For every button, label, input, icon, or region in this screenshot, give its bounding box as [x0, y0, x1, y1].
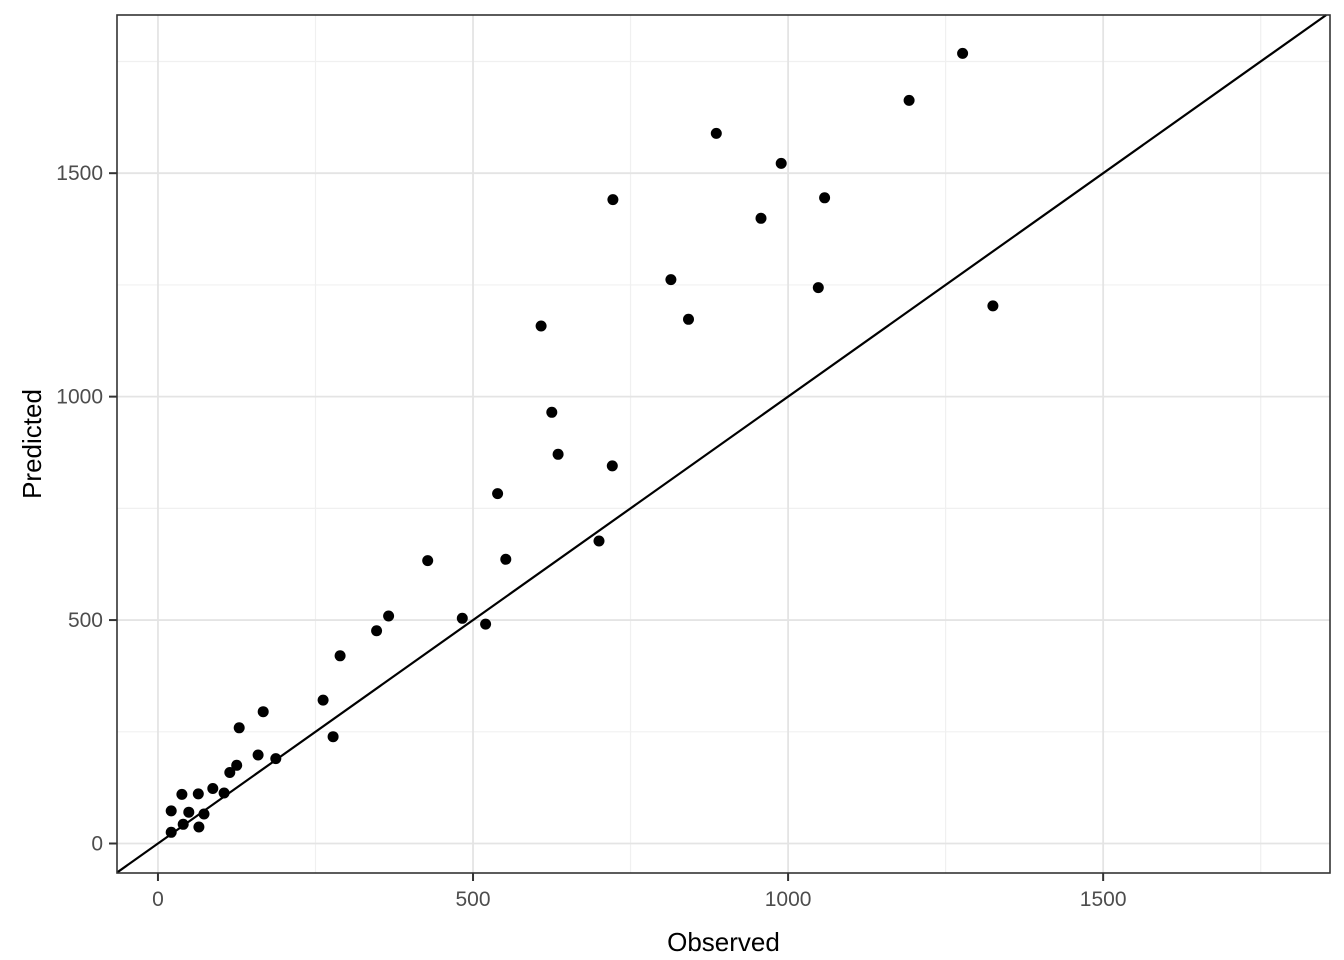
panel-border: [116, 14, 1331, 874]
data-point: [207, 783, 219, 794]
data-point: [606, 460, 618, 472]
data-point: [317, 694, 329, 706]
data-point: [665, 274, 677, 286]
data-point: [198, 808, 210, 820]
data-point: [593, 535, 605, 547]
data-point: [957, 47, 969, 59]
data-point: [233, 722, 245, 734]
data-point: [987, 300, 999, 312]
data-point: [334, 650, 346, 662]
data-point: [192, 788, 204, 800]
data-point: [903, 94, 915, 106]
data-point: [456, 612, 468, 624]
data-point: [422, 555, 434, 567]
data-point: [819, 192, 831, 204]
data-point: [176, 788, 188, 800]
data-point: [775, 157, 787, 169]
data-point: [683, 313, 694, 325]
data-point: [552, 448, 564, 460]
data-point: [371, 625, 383, 637]
y-tick-label: 0: [91, 833, 103, 856]
data-point: [492, 488, 504, 500]
x-tick-label: 500: [455, 888, 490, 911]
y-tick-label: 1500: [56, 162, 103, 185]
data-point: [270, 753, 282, 765]
data-point: [165, 826, 177, 838]
data-point: [165, 805, 177, 817]
y-tick-label: 500: [68, 609, 103, 632]
data-point: [546, 406, 558, 418]
x-tick-label: 1000: [765, 888, 812, 911]
data-point: [177, 818, 189, 830]
data-point: [231, 759, 243, 771]
data-point: [500, 553, 512, 565]
identity-line: [116, 14, 1327, 874]
data-point: [327, 731, 339, 743]
data-point: [257, 706, 269, 718]
data-point: [183, 806, 195, 818]
data-point: [710, 127, 722, 139]
data-point: [252, 749, 264, 761]
data-point: [480, 618, 492, 630]
data-point: [383, 610, 395, 622]
data-point: [607, 194, 619, 206]
y-tick-label: 1000: [56, 386, 103, 409]
data-point: [535, 320, 547, 332]
data-point: [218, 787, 230, 799]
x-axis-title: Observed: [667, 927, 780, 957]
y-axis-title: Predicted: [17, 389, 47, 499]
data-point: [755, 212, 767, 224]
data-point: [193, 821, 205, 833]
x-tick-label: 1500: [1080, 888, 1127, 911]
data-point: [224, 767, 236, 778]
x-tick-label: 0: [152, 888, 164, 911]
data-point: [812, 282, 824, 294]
